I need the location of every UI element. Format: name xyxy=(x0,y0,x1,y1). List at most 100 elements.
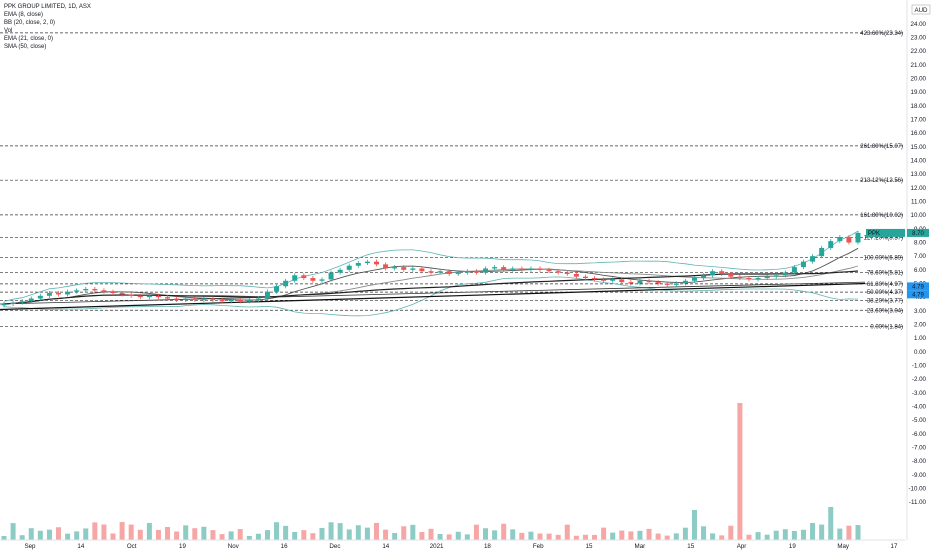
legend-vol[interactable]: Vol xyxy=(4,28,13,34)
y-tick-label: 10.00 xyxy=(911,212,927,219)
fib-label: 38.20%(3.77) xyxy=(867,298,903,304)
volume-bar xyxy=(791,530,797,540)
candle-body xyxy=(137,295,143,298)
chart-legend: PPK GROUP LIMITED, 1D, ASX EMA (8, close… xyxy=(4,3,91,51)
candle-body xyxy=(155,295,161,298)
candle-body xyxy=(10,302,16,304)
volume-bar xyxy=(437,534,443,540)
y-tick-label: 22.00 xyxy=(911,48,927,55)
candle-body xyxy=(619,279,625,283)
fib-label: 23.60%(3.04) xyxy=(867,308,903,314)
volume-bar xyxy=(119,522,125,540)
x-tick-label: Dec xyxy=(329,543,340,550)
candle-body xyxy=(428,271,434,273)
candle-body xyxy=(364,261,370,263)
candle-body xyxy=(437,271,443,273)
volume-bar xyxy=(346,529,352,540)
volume-bar xyxy=(610,532,616,540)
candle-body xyxy=(355,263,361,266)
currency-box: AUD xyxy=(911,4,931,15)
y-tick-label: 15.00 xyxy=(911,144,927,151)
ma-price-label: 4.79 xyxy=(912,292,924,298)
volume-bar xyxy=(328,522,334,540)
y-tick-label: -7.00 xyxy=(912,445,927,452)
volume-bar xyxy=(773,530,779,540)
volume-bar xyxy=(655,533,661,540)
y-tick-label: 23.00 xyxy=(911,35,927,42)
legend-ema21[interactable]: EMA (21, close, 0) xyxy=(4,36,54,42)
candle-body xyxy=(828,241,834,248)
volume-bar xyxy=(682,527,688,540)
volume-bar xyxy=(383,529,389,540)
fib-label: 100.00%(6.89) xyxy=(864,256,903,262)
y-tick-label: 18.00 xyxy=(911,103,927,110)
candle-body xyxy=(582,276,588,279)
volume-bar xyxy=(646,528,652,540)
volume-bar xyxy=(592,534,598,540)
volume-bar xyxy=(28,528,34,540)
legend-sma50[interactable]: SMA (50, close) xyxy=(4,44,47,50)
trend-lines xyxy=(0,230,866,317)
candle-body xyxy=(210,298,216,300)
ma-price-badge xyxy=(907,282,929,291)
volume-bar xyxy=(128,524,134,540)
candle-body xyxy=(19,301,25,303)
last-price-label: 8.70 xyxy=(912,231,924,237)
ma-price-badge xyxy=(907,290,929,299)
volume-bar xyxy=(764,534,770,540)
legend-symbol[interactable]: PPK GROUP LIMITED, 1D, ASX xyxy=(4,4,91,10)
candle-body xyxy=(510,268,516,270)
candle-body xyxy=(328,272,334,280)
volume-bar xyxy=(810,523,816,540)
volume-bar xyxy=(283,525,289,540)
volume-bar xyxy=(201,526,207,540)
y-tick-label: -8.00 xyxy=(912,458,927,465)
x-tick-label: 15 xyxy=(586,543,593,550)
candle-body xyxy=(419,268,425,272)
x-tick-label: 14 xyxy=(77,543,84,550)
candle-body xyxy=(837,237,843,242)
candle-body xyxy=(710,271,716,276)
y-tick-label: 0.00 xyxy=(914,349,927,356)
volume-bar xyxy=(846,525,852,540)
candle-body xyxy=(119,293,125,295)
volume-bar xyxy=(782,529,788,540)
volume-bar xyxy=(74,531,80,540)
volume-bar xyxy=(619,530,625,540)
volume-bar xyxy=(364,527,370,540)
volume-bar xyxy=(19,535,25,540)
volume-bar xyxy=(228,531,234,540)
volume-bar xyxy=(174,531,180,540)
volume-bar xyxy=(519,532,525,540)
volume-bars xyxy=(1,403,861,540)
y-tick-label: 8.00 xyxy=(914,240,927,247)
candle-body xyxy=(592,278,598,280)
volume-bar xyxy=(373,522,379,540)
fib-label: 423.60%(23.34) xyxy=(860,31,903,37)
y-tick-label: -4.00 xyxy=(912,404,927,411)
y-tick-label: 12.00 xyxy=(911,185,927,192)
y-tick-label: -11.00 xyxy=(909,499,927,506)
candle-body xyxy=(646,280,652,283)
volume-bar xyxy=(555,534,561,540)
legend-bb[interactable]: BB (20, close, 2, 0) xyxy=(4,20,56,26)
candle-body xyxy=(728,273,734,277)
candle-body xyxy=(519,268,525,270)
volume-bar xyxy=(728,525,734,540)
volume-bar xyxy=(292,532,298,540)
ema8-line xyxy=(3,247,859,305)
candle-body xyxy=(446,271,452,274)
legend-ema8[interactable]: EMA (8, close) xyxy=(4,12,44,18)
ma-price-label: 4.79 xyxy=(912,284,924,290)
candle-body xyxy=(410,268,416,270)
volume-bar xyxy=(528,531,534,540)
candle-body xyxy=(701,275,707,279)
volume-bar xyxy=(101,524,107,540)
candle-body xyxy=(74,290,80,292)
symbol-badge-label: PPK xyxy=(868,231,880,237)
x-tick-label: 19 xyxy=(789,543,796,550)
candle-body xyxy=(664,283,670,285)
volume-bar xyxy=(337,523,343,540)
volume-bar xyxy=(719,535,725,540)
